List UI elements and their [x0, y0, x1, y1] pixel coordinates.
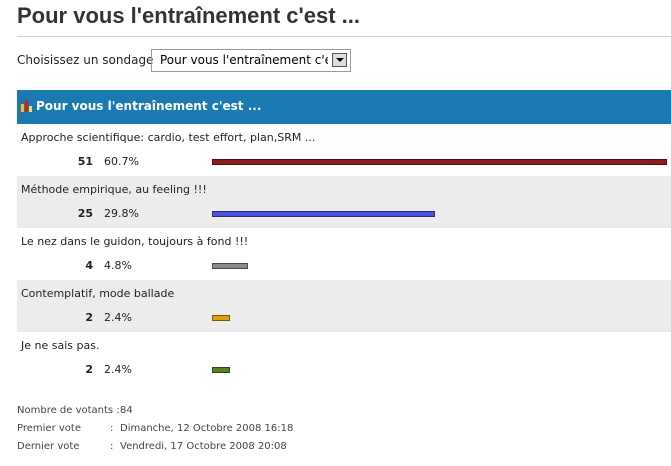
selector-label: Choisissez un sondage	[17, 53, 154, 67]
poll-header-text: Pour vous l'entraînement c'est ...	[36, 99, 262, 113]
poll-icon	[21, 100, 32, 112]
divider	[17, 36, 671, 37]
vote-count: 2	[85, 363, 93, 376]
dropdown-button[interactable]	[332, 53, 347, 67]
result-bar	[212, 159, 667, 165]
stat-value: Vendredi, 17 Octobre 2008 20:08	[120, 441, 287, 452]
result-row: Le nez dans le guidon, toujours à fond !…	[17, 228, 671, 280]
result-row: Approche scientifique: cardio, test effo…	[17, 124, 671, 176]
option-label: Méthode empirique, au feeling !!!	[21, 183, 207, 196]
vote-count: 4	[85, 259, 93, 272]
poll-header: Pour vous l'entraînement c'est ...	[17, 90, 671, 124]
poll-select[interactable]: Pour vous l'entraînement c'est	[151, 49, 351, 72]
vote-count: 25	[77, 207, 93, 220]
stat-label: Dernier vote	[17, 441, 80, 452]
page-title: Pour vous l'entraînement c'est ...	[17, 3, 360, 28]
result-bar	[212, 367, 230, 373]
result-bar	[212, 263, 248, 269]
result-bar	[212, 315, 230, 321]
percent-label: 29.8%	[104, 207, 139, 220]
vote-count: 51	[77, 155, 93, 168]
stat-value: 84	[120, 405, 133, 416]
percent-label: 4.8%	[104, 259, 132, 272]
option-label: Le nez dans le guidon, toujours à fond !…	[21, 235, 249, 248]
result-row: Méthode empirique, au feeling !!! 25 29.8%	[17, 176, 671, 228]
result-row: Contemplatif, mode ballade 2 2.4%	[17, 280, 671, 332]
stat-label: Premier vote	[17, 423, 81, 434]
stat-value: Dimanche, 12 Octobre 2008 16:18	[120, 423, 294, 434]
stat-label: Nombre de votants :	[17, 405, 120, 416]
result-bar	[212, 211, 436, 217]
stat-separator: :	[110, 441, 114, 452]
percent-label: 2.4%	[104, 311, 132, 324]
vote-count: 2	[85, 311, 93, 324]
select-value: Pour vous l'entraînement c'est	[160, 53, 328, 67]
option-label: Contemplatif, mode ballade	[21, 287, 175, 300]
result-row: Je ne sais pas. 2 2.4%	[17, 332, 671, 384]
percent-label: 60.7%	[104, 155, 139, 168]
option-label: Je ne sais pas.	[21, 339, 100, 352]
option-label: Approche scientifique: cardio, test effo…	[21, 131, 316, 144]
stat-separator: :	[110, 423, 114, 434]
percent-label: 2.4%	[104, 363, 132, 376]
